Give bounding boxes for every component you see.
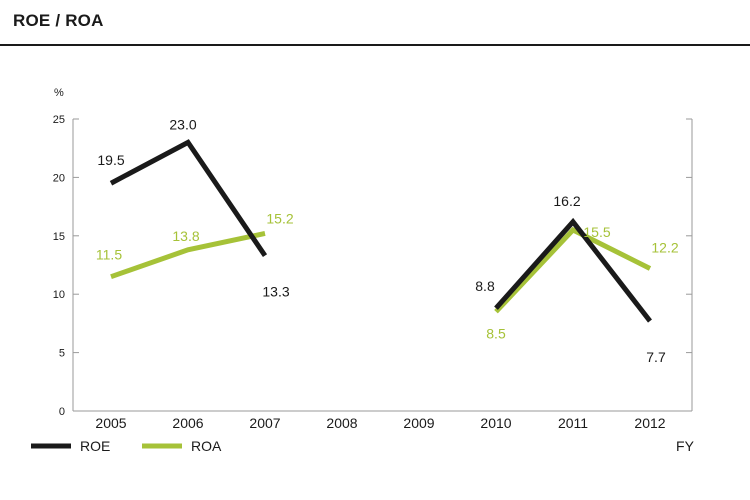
data-label-roa: 13.8 — [172, 228, 199, 244]
data-label-roe: 19.5 — [97, 152, 124, 168]
y-tick-label: 10 — [53, 289, 65, 301]
data-label-roa: 12.2 — [651, 240, 678, 256]
series-line-roe — [494, 217, 652, 323]
series-line-roa — [110, 231, 266, 280]
x-tick-label: 2009 — [403, 415, 434, 431]
x-tick-label: 2005 — [95, 415, 126, 431]
x-tick-label: 2008 — [326, 415, 357, 431]
x-tick-label: 2010 — [480, 415, 511, 431]
data-label-roe: 13.3 — [262, 284, 289, 300]
data-label-roe: 16.2 — [553, 193, 580, 209]
x-tick-label: 2007 — [249, 415, 280, 431]
data-label-roa: 11.5 — [96, 247, 122, 263]
data-label-roa: 15.2 — [266, 210, 293, 226]
y-tick-label: 15 — [53, 231, 65, 243]
data-label-roe: 8.8 — [475, 278, 495, 294]
data-label-roe: 23.0 — [169, 116, 196, 132]
page-header: ROE / ROA — [0, 0, 750, 46]
series-line-roe — [109, 139, 268, 258]
data-label-roa: 8.5 — [486, 326, 506, 342]
page-title: ROE / ROA — [13, 11, 104, 30]
data-label-roe: 7.7 — [646, 349, 666, 365]
x-tick-label: 2012 — [634, 415, 665, 431]
series-line-roa — [494, 226, 652, 314]
data-label-roa: 15.5 — [583, 224, 610, 240]
legend-label-roa: ROA — [191, 438, 222, 454]
y-tick-label: 0 — [59, 406, 65, 418]
y-tick-label: 5 — [59, 348, 65, 360]
y-tick-label: 25 — [53, 114, 65, 126]
y-tick-label: 20 — [53, 172, 65, 184]
x-tick-label: 2011 — [558, 415, 588, 431]
x-axis-label: FY — [676, 438, 695, 454]
legend-label-roe: ROE — [80, 438, 110, 454]
y-axis-unit: % — [54, 87, 64, 99]
x-tick-label: 2006 — [172, 415, 203, 431]
